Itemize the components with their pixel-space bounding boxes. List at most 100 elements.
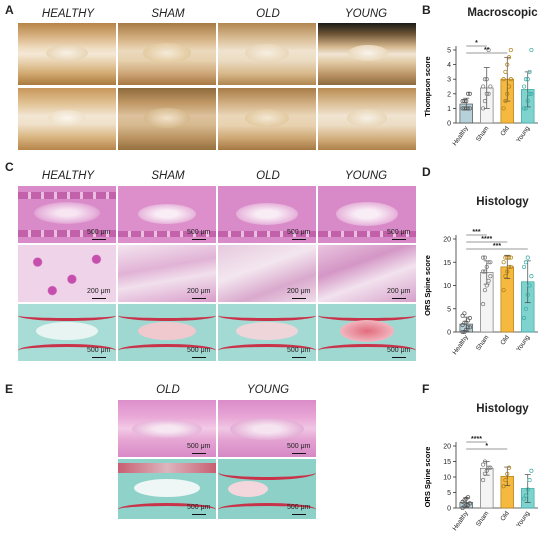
data-point — [481, 84, 486, 89]
scalebar — [192, 298, 206, 300]
data-point — [507, 264, 512, 269]
panel-label-c: C — [5, 160, 14, 174]
data-point — [460, 313, 465, 318]
chart-f: ORS Spine score 0 5 10 15 20 Healthy Sham Old Yo… — [423, 436, 538, 532]
photo-sham-2 — [118, 88, 216, 150]
chart-b-title: Macroscopic — [467, 7, 538, 19]
scalebar — [292, 357, 306, 359]
data-point — [525, 487, 530, 492]
significance-label: *** — [472, 229, 480, 236]
he-old-e — [118, 400, 216, 457]
photo-old-1 — [218, 23, 316, 85]
y-tick-label: 15 — [443, 459, 451, 466]
data-point — [525, 77, 530, 82]
scalebar — [292, 453, 306, 455]
scalebar — [92, 298, 106, 300]
data-point — [466, 106, 471, 111]
data-point — [522, 496, 527, 501]
data-point — [481, 302, 486, 307]
data-point — [486, 91, 491, 96]
x-tick-label: Old — [499, 125, 511, 138]
he-mag-young — [318, 245, 416, 302]
scalebar-label: 200 μm — [387, 288, 411, 295]
data-point — [507, 55, 512, 60]
data-point — [529, 274, 534, 279]
scalebar-label: 500 μm — [87, 229, 111, 236]
chart-d-ylabel: ORS Spine score — [423, 255, 432, 316]
y-tick-label: 10 — [443, 475, 451, 482]
x-tick-label: Young — [515, 125, 531, 144]
data-point — [507, 255, 512, 260]
scalebar — [292, 514, 306, 516]
scalebar — [92, 239, 106, 241]
data-point — [507, 84, 512, 89]
photo-healthy-2 — [18, 88, 116, 150]
data-point — [466, 325, 471, 330]
so-healthy — [18, 304, 116, 361]
scalebar-label: 500 μm — [387, 347, 411, 354]
data-point — [484, 264, 489, 269]
scalebar-label: 500 μm — [187, 504, 211, 511]
scalebar — [192, 357, 206, 359]
data-point — [464, 99, 469, 104]
y-tick-label: 20 — [443, 444, 451, 451]
significance-label: * — [475, 40, 478, 47]
panel-label-b: B — [422, 3, 431, 17]
data-point — [522, 84, 527, 89]
y-tick-label: 2 — [447, 91, 451, 98]
he-old — [218, 186, 316, 243]
data-point — [482, 269, 487, 274]
photo-young-2 — [318, 88, 416, 150]
photo-old-2 — [218, 88, 316, 150]
data-point — [505, 91, 510, 96]
scalebar — [292, 239, 306, 241]
so-young — [318, 304, 416, 361]
scalebar-label: 200 μm — [87, 288, 111, 295]
data-point — [488, 274, 493, 279]
data-point — [527, 478, 532, 483]
photo-healthy-1 — [18, 23, 116, 85]
photo-sham-1 — [118, 23, 216, 85]
chart-f-title: Histology — [476, 403, 529, 415]
panel-a-group-old: OLD — [256, 8, 280, 20]
y-tick-label: 0 — [447, 121, 451, 128]
significance-label: * — [485, 443, 488, 450]
scalebar-label: 500 μm — [187, 229, 211, 236]
data-point — [460, 329, 465, 335]
he-healthy — [18, 186, 116, 243]
x-tick-label: Old — [499, 510, 511, 523]
scalebar-label: 500 μm — [287, 443, 311, 450]
data-point — [481, 462, 486, 467]
x-tick-label: Young — [515, 510, 531, 529]
data-point — [482, 459, 487, 464]
data-point — [484, 283, 489, 288]
data-point — [529, 47, 534, 53]
panel-label-e: E — [5, 382, 14, 396]
data-point — [508, 47, 513, 53]
scalebar — [392, 298, 406, 300]
data-point — [527, 91, 532, 96]
data-point — [484, 77, 489, 82]
data-point — [467, 316, 472, 321]
photo-young-1 — [318, 23, 416, 85]
scalebar-label: 500 μm — [87, 347, 111, 354]
data-point — [508, 264, 513, 269]
data-point — [503, 274, 508, 279]
data-point — [529, 468, 534, 473]
he-young — [318, 186, 416, 243]
so-old-e — [118, 459, 216, 519]
panel-a-group-healthy: HEALTHY — [41, 8, 95, 20]
y-tick-label: 10 — [443, 283, 451, 290]
data-point — [482, 255, 487, 260]
panel-label-f: F — [422, 382, 430, 396]
scalebar-label: 200 μm — [187, 288, 211, 295]
data-point — [482, 471, 487, 476]
panel-c-group-old: OLD — [256, 170, 280, 182]
data-point — [486, 465, 491, 470]
data-point — [508, 77, 513, 82]
data-point — [481, 255, 486, 260]
y-tick-label: 3 — [447, 77, 451, 84]
data-point — [523, 106, 528, 111]
scalebar-label: 500 μm — [287, 504, 311, 511]
data-point — [462, 311, 467, 316]
